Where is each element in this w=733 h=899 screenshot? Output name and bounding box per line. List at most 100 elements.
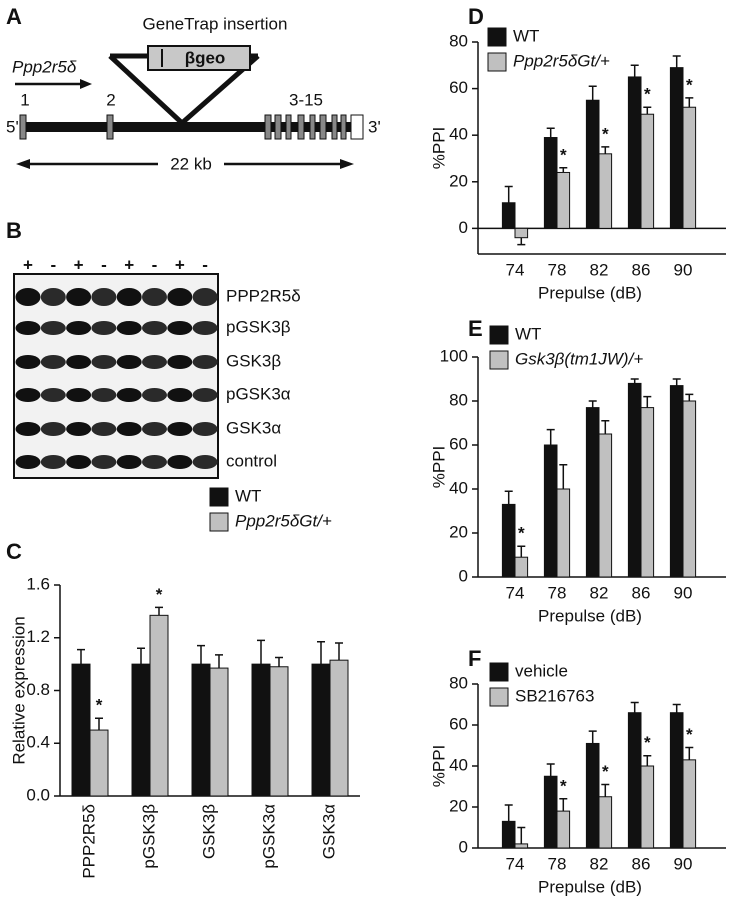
error-bar — [504, 185, 513, 203]
bar — [269, 666, 289, 797]
gene-arrowhead — [80, 79, 92, 89]
error-bar — [601, 146, 610, 154]
band — [66, 321, 92, 335]
x-tick-label: 78 — [548, 583, 567, 602]
legend-swatch — [209, 512, 229, 532]
panel-label: F — [468, 646, 481, 671]
error-bar — [517, 237, 526, 246]
significance-marker: * — [560, 145, 567, 164]
significance-marker: * — [644, 85, 651, 104]
legend-label: WT — [515, 324, 541, 343]
lane-sign: - — [50, 255, 56, 274]
error-bar — [257, 639, 265, 665]
band — [91, 455, 117, 469]
bar — [627, 76, 642, 229]
y-tick-label: 20 — [449, 522, 468, 541]
band — [91, 388, 117, 402]
x-tick-label: 90 — [674, 583, 693, 602]
significance-marker: * — [686, 725, 693, 744]
error-bar — [643, 106, 652, 115]
legend-swatch — [489, 662, 509, 682]
band-label: GSK3α — [226, 418, 281, 437]
blot-frame — [13, 273, 219, 479]
legend-label: SB216763 — [515, 686, 594, 705]
legend-swatch — [487, 52, 507, 72]
band — [192, 321, 218, 335]
band — [167, 288, 193, 306]
band — [192, 288, 218, 306]
band — [116, 355, 142, 369]
bar — [501, 820, 516, 849]
lane-sign: - — [152, 255, 158, 274]
band — [142, 288, 167, 306]
error-bar — [275, 656, 283, 667]
y-tick-label: 60 — [449, 434, 468, 453]
bar — [514, 843, 529, 849]
error-bar — [517, 545, 526, 558]
significance-marker: * — [602, 124, 609, 143]
x-tick-label: 74 — [506, 854, 525, 873]
x-tick-label: 86 — [632, 260, 651, 279]
bar — [149, 614, 169, 797]
band — [167, 321, 193, 335]
bar — [89, 729, 109, 797]
band — [192, 455, 218, 469]
bar — [627, 712, 642, 849]
error-bar — [559, 464, 568, 489]
band — [40, 388, 66, 402]
error-bar — [672, 55, 681, 68]
legend-label: Ppp2r5δGt/+ — [235, 511, 332, 530]
band — [40, 288, 66, 306]
bar — [251, 663, 271, 797]
length-bg — [158, 154, 224, 174]
bar — [514, 556, 529, 578]
y-tick-label: 0 — [459, 218, 468, 237]
band — [91, 288, 117, 306]
bar — [501, 202, 516, 229]
panel-label: D — [468, 4, 484, 29]
band — [142, 355, 167, 369]
y-tick-label: 0.4 — [26, 733, 50, 752]
error-bar — [155, 606, 163, 616]
x-tick-label: 78 — [548, 854, 567, 873]
panel-label: A — [6, 4, 22, 29]
bar — [209, 667, 229, 797]
bar — [640, 765, 655, 849]
error-bar — [630, 378, 639, 384]
error-bar — [643, 755, 652, 766]
band — [142, 321, 167, 335]
error-bar — [601, 420, 610, 434]
y-axis-label: %PPI — [429, 127, 448, 170]
bar — [585, 99, 600, 229]
x-tick-label: 74 — [506, 260, 525, 279]
x-tick-label: pGSK3β — [139, 804, 158, 869]
panel-label: C — [6, 539, 22, 564]
band — [167, 422, 193, 436]
y-tick-label: 80 — [449, 31, 468, 50]
error-bar — [517, 826, 526, 844]
x-tick-label: GSK3β — [199, 804, 218, 859]
error-bar — [685, 746, 694, 760]
x-axis-label: Prepulse (dB) — [538, 606, 642, 625]
band — [142, 455, 167, 469]
bar — [598, 796, 613, 849]
bar — [556, 171, 571, 229]
band — [15, 321, 41, 335]
band — [15, 455, 41, 469]
error-bar — [215, 654, 223, 669]
legend-label: WT — [235, 486, 261, 505]
error-bar — [504, 804, 513, 822]
bar — [191, 663, 211, 797]
bar — [543, 775, 558, 849]
y-tick-label: 40 — [449, 125, 468, 144]
bar — [514, 227, 529, 239]
error-bar — [95, 717, 103, 731]
panel-label: E — [468, 316, 483, 341]
x-tick-label: 86 — [632, 854, 651, 873]
significance-marker: * — [644, 733, 651, 752]
band — [40, 422, 66, 436]
gene-body — [24, 122, 354, 132]
bar — [682, 759, 697, 849]
error-bar — [588, 85, 597, 101]
band — [116, 422, 142, 436]
